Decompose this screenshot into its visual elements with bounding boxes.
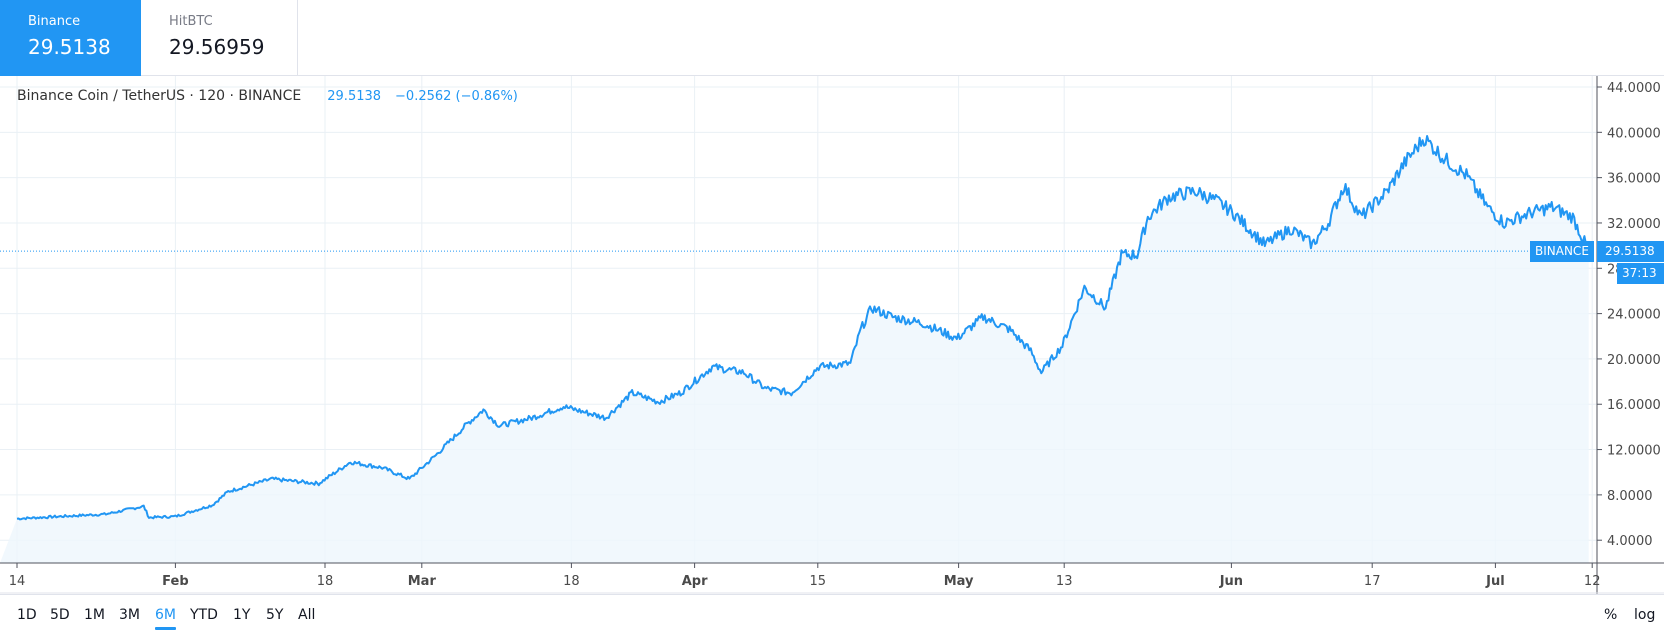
symbol-title: Binance Coin / TetherUS · 120 · BINANCE — [17, 88, 302, 104]
tab-label: HitBTC — [169, 14, 213, 29]
percent-scale-toggle[interactable]: % — [1604, 607, 1618, 623]
time-tick-label: Feb — [162, 574, 188, 589]
range-1y[interactable]: 1Y — [233, 607, 251, 623]
price-tick-label: 44.0000 — [1607, 81, 1661, 96]
price-tick-label: 4.0000 — [1607, 534, 1653, 549]
tab-price: 29.56959 — [169, 35, 265, 59]
price-tick-label: 8.0000 — [1607, 489, 1653, 504]
tab-hitbtc[interactable]: HitBTC 29.56959 — [141, 0, 298, 76]
exchange-tabs: Binance 29.5138 HitBTC 29.56959 — [0, 0, 1664, 76]
price-tick-label: 24.0000 — [1607, 308, 1661, 323]
tab-binance[interactable]: Binance 29.5138 — [0, 0, 141, 76]
price-tick-label: 32.0000 — [1607, 217, 1661, 232]
time-tick-label: Jul — [1485, 574, 1505, 589]
tab-label: Binance — [28, 14, 81, 29]
time-tick-label: 18 — [563, 574, 580, 589]
price-tick-label: 12.0000 — [1607, 444, 1661, 459]
range-1d[interactable]: 1D — [17, 607, 37, 623]
range-all[interactable]: All — [298, 607, 316, 623]
exchange-price-tag: BINANCE — [1530, 241, 1594, 262]
time-tick-label: 13 — [1056, 574, 1073, 589]
time-tick-label: 14 — [9, 574, 26, 589]
price-tick-label: 40.0000 — [1607, 126, 1661, 141]
price-tick-label: 20.0000 — [1607, 353, 1661, 368]
range-3m[interactable]: 3M — [119, 607, 140, 623]
price-tick-label: 16.0000 — [1607, 398, 1661, 413]
chart-legend: Binance Coin / TetherUS · 120 · BINANCE 2… — [17, 88, 518, 104]
log-scale-toggle[interactable]: log — [1634, 607, 1656, 623]
legend-change: −0.2562 (−0.86%) — [395, 89, 518, 104]
time-tick-label: 12 — [1584, 574, 1601, 589]
price-tick-label: 36.0000 — [1607, 172, 1661, 187]
range-1m[interactable]: 1M — [84, 607, 105, 623]
range-ytd[interactable]: YTD — [190, 607, 218, 623]
time-tick-label: May — [944, 574, 974, 589]
time-tick-label: Mar — [408, 574, 437, 589]
time-tick-label: Jun — [1219, 574, 1243, 589]
time-tick-label: 15 — [810, 574, 827, 589]
tab-price: 29.5138 — [28, 35, 111, 59]
time-tick-label: 18 — [317, 574, 334, 589]
legend-price: 29.5138 — [327, 89, 382, 104]
time-tick-label: 17 — [1364, 574, 1381, 589]
range-toolbar: 1D 5D 1M 3M 6M YTD 1Y 5Y All % log — [0, 594, 1664, 635]
bar-countdown: 37:13 — [1617, 263, 1664, 284]
price-line — [16, 135, 1590, 521]
time-tick-label: Apr — [682, 574, 708, 589]
price-area-fill — [0, 136, 1589, 563]
price-chart[interactable]: 44.000040.000036.000032.00002824.000020.… — [0, 76, 1664, 594]
last-price-tag: 29.5138 — [1597, 241, 1664, 262]
range-6m[interactable]: 6M — [155, 607, 176, 630]
range-5y[interactable]: 5Y — [266, 607, 284, 623]
range-5d[interactable]: 5D — [50, 607, 70, 623]
